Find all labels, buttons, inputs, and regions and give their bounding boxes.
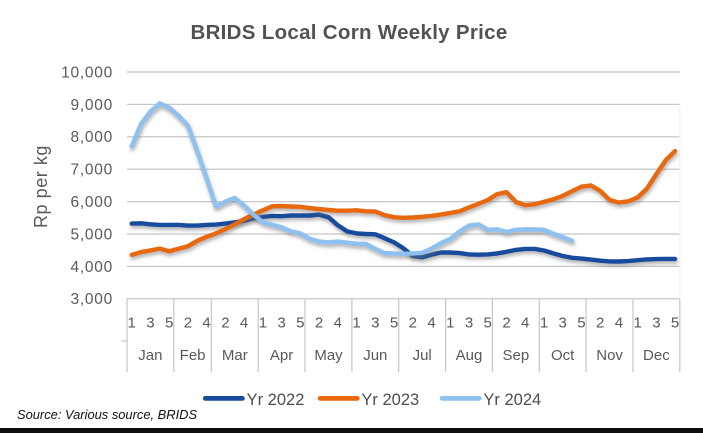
svg-text:3: 3	[371, 315, 379, 332]
svg-text:3: 3	[559, 315, 567, 332]
svg-text:3,000: 3,000	[70, 291, 113, 308]
svg-text:5: 5	[165, 315, 173, 332]
svg-text:2: 2	[315, 315, 323, 332]
svg-text:4: 4	[240, 315, 248, 332]
svg-text:BRIDS Local Corn Weekly Price: BRIDS Local Corn Weekly Price	[190, 21, 507, 44]
svg-text:4: 4	[521, 315, 529, 332]
svg-text:9,000: 9,000	[70, 97, 113, 114]
svg-text:1: 1	[352, 315, 360, 332]
svg-text:4: 4	[615, 315, 623, 332]
svg-text:1: 1	[446, 315, 454, 332]
svg-text:3: 3	[465, 315, 473, 332]
svg-text:3: 3	[277, 315, 285, 332]
svg-text:Dec: Dec	[643, 347, 670, 364]
svg-text:4: 4	[202, 315, 210, 332]
svg-text:5: 5	[671, 315, 679, 332]
svg-text:5: 5	[577, 315, 585, 332]
svg-text:Yr 2023: Yr 2023	[361, 391, 419, 409]
svg-text:Mar: Mar	[222, 347, 248, 364]
svg-text:5: 5	[296, 315, 304, 332]
svg-text:4,000: 4,000	[70, 259, 113, 276]
svg-text:4: 4	[334, 315, 342, 332]
svg-text:2: 2	[502, 315, 510, 332]
svg-text:6,000: 6,000	[70, 194, 113, 211]
svg-text:2: 2	[221, 315, 229, 332]
svg-text:Sep: Sep	[503, 347, 530, 364]
svg-text:3: 3	[652, 315, 660, 332]
svg-text:May: May	[314, 347, 343, 364]
svg-text:3: 3	[146, 315, 154, 332]
svg-text:Jan: Jan	[138, 347, 162, 364]
svg-text:Yr 2022: Yr 2022	[247, 391, 305, 409]
svg-text:Rp per kg: Rp per kg	[31, 145, 51, 228]
svg-text:5: 5	[390, 315, 398, 332]
svg-text:5,000: 5,000	[70, 226, 113, 243]
svg-text:Oct: Oct	[551, 347, 575, 364]
svg-text:Yr 2024: Yr 2024	[483, 391, 541, 409]
svg-text:2: 2	[409, 315, 417, 332]
svg-text:Apr: Apr	[270, 347, 293, 364]
svg-text:7,000: 7,000	[70, 162, 113, 179]
svg-text:1: 1	[634, 315, 642, 332]
svg-text:2: 2	[184, 315, 192, 332]
svg-text:Nov: Nov	[596, 347, 623, 364]
svg-text:10,000: 10,000	[61, 64, 113, 81]
svg-text:Jun: Jun	[363, 347, 387, 364]
svg-text:Aug: Aug	[456, 347, 483, 364]
svg-text:Source: Various source, BRIDS: Source: Various source, BRIDS	[17, 407, 197, 422]
svg-text:1: 1	[128, 315, 136, 332]
svg-text:1: 1	[259, 315, 267, 332]
svg-text:Jul: Jul	[413, 347, 432, 364]
svg-text:1: 1	[540, 315, 548, 332]
svg-text:4: 4	[427, 315, 435, 332]
svg-text:2: 2	[596, 315, 604, 332]
svg-text:5: 5	[484, 315, 492, 332]
svg-text:Feb: Feb	[180, 347, 206, 364]
svg-text:8,000: 8,000	[70, 129, 113, 146]
